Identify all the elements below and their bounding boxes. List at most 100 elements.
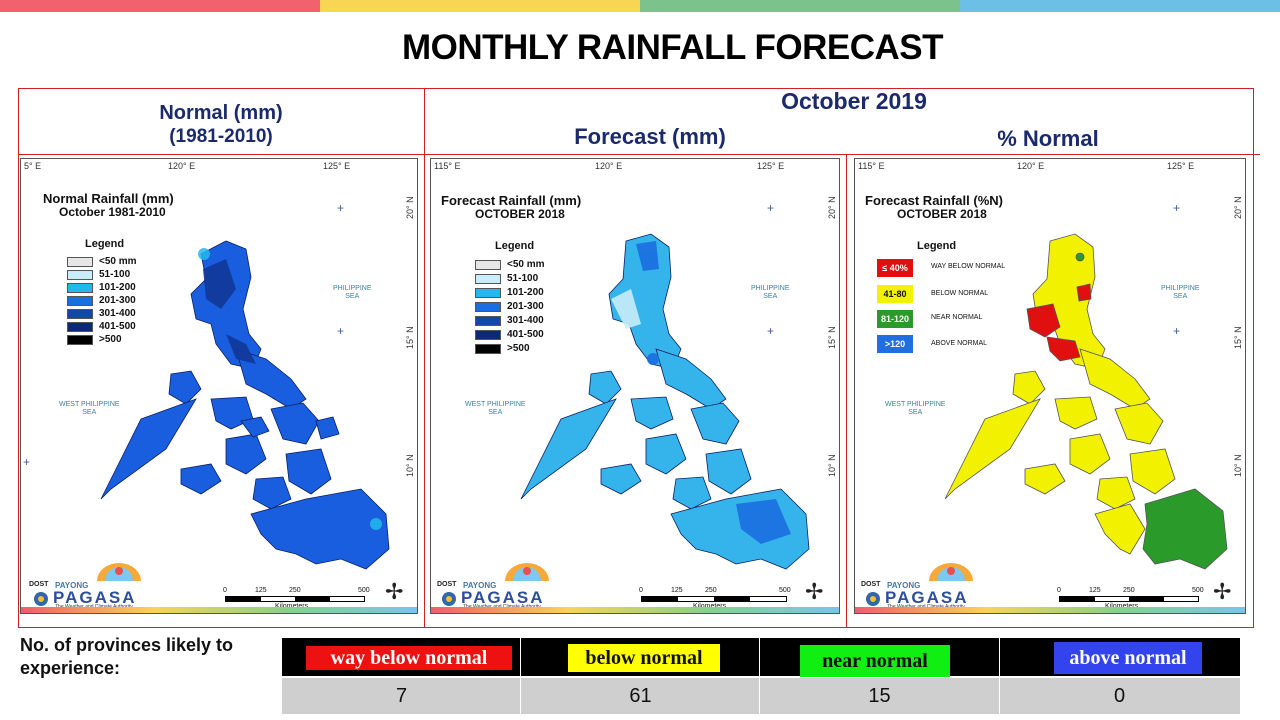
table-divider xyxy=(520,638,521,714)
pagasa-logo: DOST PAYONG PAGASA The Weather and Clima… xyxy=(29,559,159,610)
count-way-below-normal: 7 xyxy=(395,684,408,707)
percent-legend-swatch-near: 81-120 xyxy=(877,310,913,328)
normal-legend-label: <50 mm xyxy=(99,256,137,267)
pagasa-umbrella-icon xyxy=(442,563,549,606)
percent-legend-swatch-way-below: ≤ 40% xyxy=(877,259,913,277)
forecast-legend-swatch xyxy=(475,301,501,312)
scale-label-500: 500 xyxy=(358,587,370,594)
scale-label-250: 250 xyxy=(1123,587,1135,594)
percent-legend-title: Legend xyxy=(917,240,957,252)
count-near-normal: 15 xyxy=(868,684,891,707)
top-color-bar xyxy=(0,0,1280,12)
top-bar-green xyxy=(640,0,960,12)
north-arrow-icon: ✢ xyxy=(385,579,404,604)
forecast-map-islands xyxy=(520,233,810,570)
normal-legend-swatch xyxy=(67,256,93,267)
category-near-normal: near normal xyxy=(800,645,950,677)
forecast-legend-label: 301-400 xyxy=(507,315,544,326)
percent-coord-lat-2: 15° N xyxy=(1233,326,1243,349)
scale-label-0: 0 xyxy=(639,587,643,594)
forecast-legend-label: >500 xyxy=(507,343,530,354)
normal-header-line2: (1981-2010) xyxy=(169,126,273,147)
percent-legend-label-below: BELOW NORMAL xyxy=(931,290,989,297)
logo-pagasa: PAGASA xyxy=(885,588,969,607)
normal-coord-lat-1: 20° N xyxy=(405,196,415,219)
normal-map-title: Normal Rainfall (mm) xyxy=(43,191,174,206)
percent-header: % Normal xyxy=(997,126,1099,151)
scale-unit: Kilometers xyxy=(1105,603,1138,610)
normal-coord-lat-2: 15° N xyxy=(405,326,415,349)
scale-unit: Kilometers xyxy=(275,603,308,610)
forecast-legend-item: 301-400 xyxy=(475,315,544,326)
forecast-coord-lat-3: 10° N xyxy=(827,454,837,477)
logo-dost: DOST xyxy=(861,581,881,588)
forecast-grid-mark-2: + xyxy=(767,324,775,338)
header-frame xyxy=(18,88,1254,628)
normal-scale-bar xyxy=(225,596,365,602)
scale-unit: Kilometers xyxy=(693,603,726,610)
pagasa-logo: DOST PAYONG PAGASA The Weather and Clima… xyxy=(437,559,567,610)
normal-legend-swatch xyxy=(67,334,93,345)
provinces-label: No. of provinces likely to experience: xyxy=(20,635,234,678)
logo-payong: PAYONG xyxy=(55,581,89,590)
forecast-legend-label: <50 mm xyxy=(507,259,545,270)
table-divider xyxy=(999,638,1000,714)
forecast-legend-label: 51-100 xyxy=(507,273,539,284)
forecast-legend-label: 201-300 xyxy=(507,301,544,312)
logo-pagasa: PAGASA xyxy=(53,588,137,607)
forecast-legend-swatch xyxy=(475,273,501,284)
logo-payong: PAYONG xyxy=(887,581,921,590)
percent-sea-west: WEST PHILIPPINE SEA xyxy=(885,401,946,416)
scale-label-125: 125 xyxy=(255,587,267,594)
normal-grid-mark-1: + xyxy=(337,201,345,215)
forecast-grid-mark-1: + xyxy=(767,201,775,215)
logo-dost: DOST xyxy=(437,581,457,588)
percent-color-strip xyxy=(855,607,1245,613)
percent-legend-label-near: NEAR NORMAL xyxy=(931,314,983,321)
percent-coord-lat-1: 20° N xyxy=(1233,196,1243,219)
forecast-color-strip xyxy=(431,607,839,613)
percent-legend-swatch-above: >120 xyxy=(877,335,913,353)
top-bar-yellow xyxy=(320,0,640,12)
forecast-header: Forecast (mm) xyxy=(574,124,726,149)
forecast-legend-item: 51-100 xyxy=(475,273,538,284)
normal-legend-swatch xyxy=(67,295,93,306)
forecast-rainfall-map: 115° E 120° E 125° E 20° N 15° N 10° N +… xyxy=(430,158,840,614)
forecast-legend-item: 201-300 xyxy=(475,301,544,312)
scale-label-0: 0 xyxy=(223,587,227,594)
frame-divider-2 xyxy=(846,154,847,628)
logo-payong: PAYONG xyxy=(463,581,497,590)
forecast-legend-item: 101-200 xyxy=(475,287,544,298)
forecast-legend-label: 401-500 xyxy=(507,329,544,340)
forecast-legend-label: 101-200 xyxy=(507,287,544,298)
scale-label-500: 500 xyxy=(1192,587,1204,594)
normal-coord-lon-2: 120° E xyxy=(168,161,196,171)
forecast-coord-lon-2: 120° E xyxy=(595,161,623,171)
percent-coord-lon-2: 120° E xyxy=(1017,161,1045,171)
normal-sea-west: WEST PHILIPPINE SEA xyxy=(59,401,120,416)
forecast-legend-swatch xyxy=(475,315,501,326)
frame-divider-1 xyxy=(424,88,425,628)
category-below-normal: below normal xyxy=(568,644,720,672)
normal-legend-label: 101-200 xyxy=(99,282,136,293)
normal-header-line1: Normal (mm) xyxy=(159,102,283,124)
scale-label-250: 250 xyxy=(705,587,717,594)
scale-label-125: 125 xyxy=(1089,587,1101,594)
forecast-coord-lon-3: 125° E xyxy=(757,161,785,171)
percent-scale-bar xyxy=(1059,596,1199,602)
normal-legend-swatch xyxy=(67,321,93,332)
count-above-normal: 0 xyxy=(1113,684,1126,707)
north-arrow-icon: ✢ xyxy=(805,579,824,604)
forecast-legend-title: Legend xyxy=(495,240,535,252)
normal-legend-item: 51-100 xyxy=(67,269,130,280)
forecast-sea-west: WEST PHILIPPINE SEA xyxy=(465,401,526,416)
forecast-coord-lat-2: 15° N xyxy=(827,326,837,349)
scale-label-500: 500 xyxy=(779,587,791,594)
category-way-below-normal: way below normal xyxy=(306,646,512,670)
category-above-normal: above normal xyxy=(1054,642,1202,674)
normal-legend-label: 301-400 xyxy=(99,308,136,319)
forecast-legend-swatch xyxy=(475,329,501,340)
percent-normal-map: 115° E 120° E 125° E 20° N 15° N 10° N +… xyxy=(854,158,1246,614)
normal-color-strip xyxy=(21,607,417,613)
forecast-legend-item: >500 xyxy=(475,343,530,354)
